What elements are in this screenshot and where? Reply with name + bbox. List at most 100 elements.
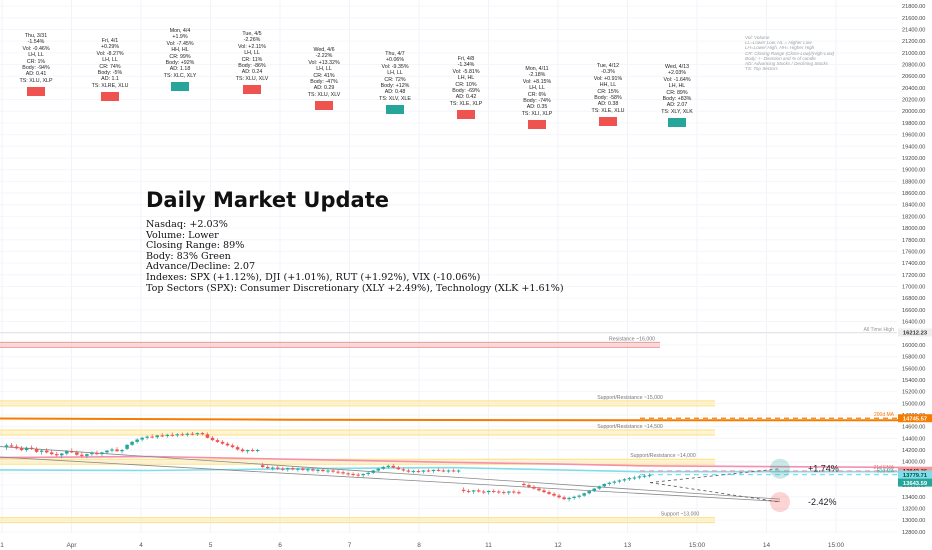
day-card-line: LH, HL <box>668 83 686 90</box>
day-card-line: LH, LL <box>387 70 403 77</box>
candle-body <box>321 469 325 472</box>
summary-sectors: Top Sectors (SPX): Consumer Discretionar… <box>146 282 564 294</box>
candle-body <box>612 481 617 483</box>
x-tick-label: Apr <box>66 542 77 549</box>
summary-advance-decline: Advance/Decline: 2.07 <box>146 261 256 273</box>
day-card-line: Vol: -1.64% <box>663 76 691 83</box>
day-card-line: Fri, 4/1 <box>101 38 119 44</box>
candle-body <box>230 445 235 448</box>
candle-body <box>39 450 44 452</box>
day-card-line: Vol: -5.81% <box>452 68 480 75</box>
candle-body <box>431 469 436 472</box>
candle-body <box>65 451 69 454</box>
level-label: Support/Resistance ~14,500 <box>597 424 663 430</box>
candle-body <box>34 448 39 452</box>
axis-badge-label: 16212.23 <box>903 331 928 337</box>
candle-body <box>316 469 320 471</box>
candle-body <box>195 433 200 435</box>
day-card-line: TS: XLRE, XLU <box>91 82 129 89</box>
candle-body <box>9 445 14 447</box>
day-card-line: AD: 0.38 <box>597 101 619 108</box>
legend-line: LH=Lower High, HH= Higher High <box>745 45 815 51</box>
day-card-line: CR: 15% <box>597 88 619 95</box>
level-label: Support/Resistance ~14,000 <box>630 453 696 459</box>
candle-body <box>200 433 205 435</box>
candle-body <box>436 469 441 471</box>
candle-body <box>270 467 275 469</box>
y-tick-label: 15400.00 <box>902 378 925 384</box>
y-tick-label: 13000.00 <box>902 518 925 524</box>
candle-body <box>170 434 175 436</box>
day-card-line: Wed, 4/13 <box>664 64 690 70</box>
day-card-line: Vol: -0.46% <box>22 45 50 52</box>
candle-body <box>446 470 451 472</box>
candle-body <box>336 471 340 473</box>
day-card-line: Vol: +13.32% <box>308 59 340 66</box>
day-card-line: Vol: -7.45% <box>166 40 194 47</box>
day-card-line: Body: -74% <box>523 98 551 105</box>
x-tick-label: 1 <box>0 542 4 549</box>
y-tick-label: 19400.00 <box>902 144 925 150</box>
candle-body <box>476 490 481 492</box>
y-tick-label: 14000.00 <box>902 460 925 466</box>
x-tick-label: 13 <box>624 542 632 549</box>
candle-body <box>14 446 19 449</box>
candle-body <box>602 483 607 487</box>
legend-line: LL=Lower Low, HL = Higher Low <box>745 40 812 46</box>
x-tick-label: 12 <box>554 542 562 549</box>
day-card-line: AD: 1.18 <box>169 66 191 73</box>
day-card-line: -2.26% <box>243 37 261 44</box>
day-card-line: CR: 6% <box>527 91 547 98</box>
day-card-line: Thu, 3/31 <box>24 33 48 39</box>
day-card-line: LH, LL <box>529 85 545 92</box>
day-card-line: CR: 99% <box>169 53 191 60</box>
candle-body <box>537 488 541 491</box>
candle-body <box>155 435 159 438</box>
day-card-line: CR: 41% <box>313 72 335 79</box>
day-card-line: Vol: +2.11% <box>237 43 267 50</box>
candle-body <box>70 451 74 453</box>
candle-body <box>255 450 260 452</box>
level-band <box>0 517 715 523</box>
day-card: Fri, 4/8 -1.34% Vol: -5.81% LH, HL CR: 10% Bo… <box>434 56 498 120</box>
candle-body <box>361 474 365 476</box>
candle-body <box>296 468 300 470</box>
candle-body <box>210 437 215 441</box>
y-tick-label: 17200.00 <box>902 273 925 279</box>
candle-body <box>572 496 576 498</box>
candle-body <box>456 470 461 472</box>
candle-swatch <box>668 118 686 128</box>
y-tick-label: 19800.00 <box>902 121 925 127</box>
candle-body <box>260 465 265 467</box>
projection-circle <box>770 492 790 513</box>
candle-body <box>401 469 406 471</box>
legend-line: TS: Top Sectors <box>745 66 778 72</box>
day-card-line: Tue, 4/5 <box>242 31 262 37</box>
y-tick-label: 21000.00 <box>902 51 925 57</box>
day-card-line: AD: 2.07 <box>666 102 688 109</box>
day-card-line: LH, HL <box>457 75 475 82</box>
projection-line <box>649 468 781 483</box>
day-card: Mon, 4/4 +1.9% Vol: -7.45% HH, HL CR: 99% Bod… <box>148 28 212 92</box>
candle-body <box>522 483 526 486</box>
candle-body <box>386 465 391 467</box>
day-card-line: TS: XLV, XLE <box>379 95 411 102</box>
legend-line: CR: Closing Range (Close-Low)/(High-Low) <box>745 50 835 56</box>
candle-body <box>245 450 250 452</box>
day-card-line: TS: XLU, XLV <box>235 75 269 82</box>
day-card-line: +2.03% <box>667 70 687 77</box>
candle-body <box>215 440 220 442</box>
y-tick-label: 21400.00 <box>902 27 925 33</box>
candle-body <box>647 475 652 477</box>
projection-line <box>649 482 781 503</box>
summary-nasdaq: Nasdaq: +2.03% <box>146 219 228 230</box>
day-card-line: Body: +92% <box>165 60 195 67</box>
candle-swatch <box>457 110 475 120</box>
candle-swatch <box>171 82 189 92</box>
candle-body <box>471 490 476 492</box>
candle-body <box>376 468 380 471</box>
candle-body <box>356 474 360 476</box>
candle-body <box>622 479 627 481</box>
level-label: All Time High <box>863 327 894 333</box>
